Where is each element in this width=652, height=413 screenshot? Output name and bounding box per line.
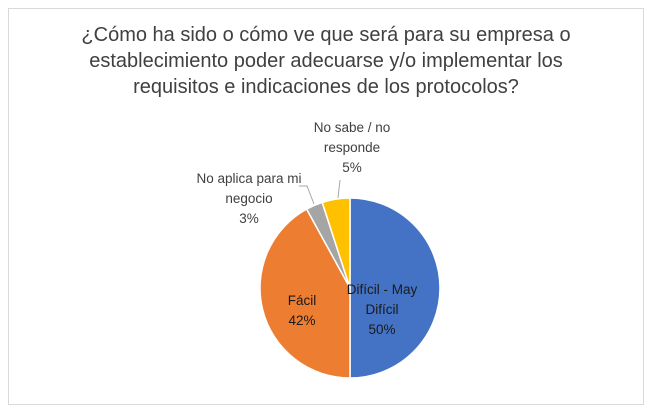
category-label: Fácil (287, 293, 317, 308)
pie-slice (259, 208, 351, 379)
pie-slice (349, 197, 441, 379)
leader-line (299, 185, 315, 205)
value-label: 50% (368, 322, 396, 337)
data-label: No sabe / no responde 5% (306, 118, 398, 178)
category-label: No aplica para mi negocio (196, 171, 302, 206)
value-label: 3% (239, 211, 259, 226)
category-label: No sabe / no responde (313, 120, 391, 155)
data-label: Difícil - May Difícil 50% (338, 280, 426, 340)
value-label: 42% (288, 313, 316, 328)
leader-line (337, 179, 341, 199)
data-label: No aplica para mi negocio 3% (196, 169, 302, 229)
chart-title: ¿Cómo ha sido o cómo ve que será para su… (81, 24, 571, 98)
value-label: 5% (342, 160, 362, 175)
category-label: Difícil - May Difícil (346, 282, 418, 317)
pie-slice (321, 197, 351, 289)
data-label: Fácil 42% (262, 291, 342, 331)
